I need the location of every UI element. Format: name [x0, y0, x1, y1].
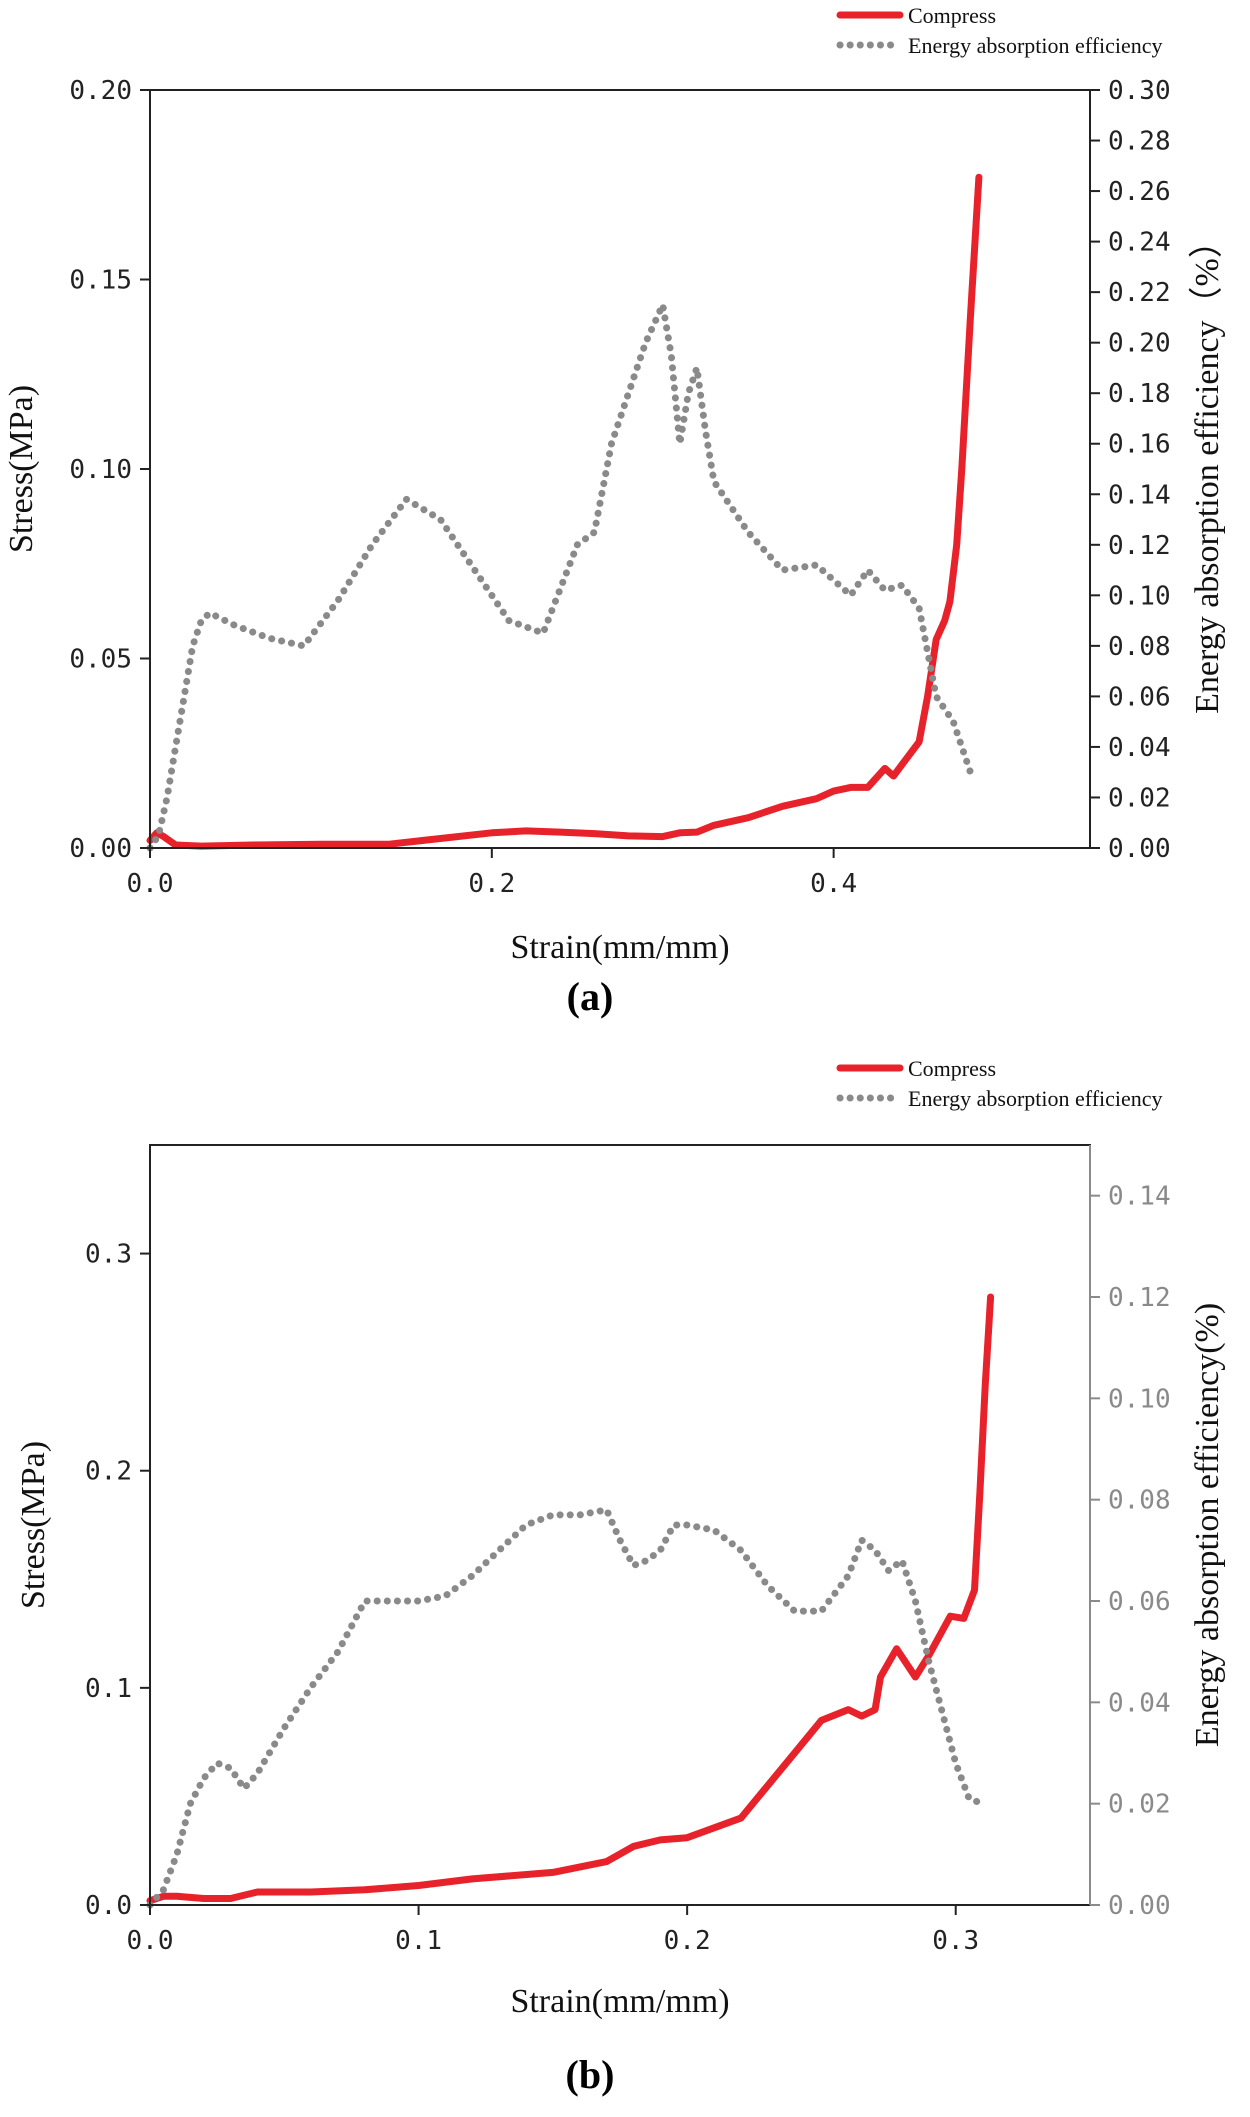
- chart-panel-a: 0.0 0.2 0.4 0.00 0.05 0.10 0.15 0.20 0.00 0.02 0.0…: [3, 3, 1226, 1019]
- chart-b-x-tick-label: 0.0: [127, 1926, 174, 1956]
- chart-b-x-tick-label: 0.1: [395, 1926, 442, 1956]
- chart-a-x-tick-label: 0.2: [468, 869, 515, 899]
- chart-a-y-tick-label: 0.00: [69, 834, 132, 864]
- chart-a-y-tick-label: 0.10: [69, 455, 132, 485]
- chart-b-series-compress-line: [146, 1293, 995, 1905]
- chart-a-y2-tick-label: 0.04: [1108, 733, 1171, 763]
- chart-a-x-tick-label: 0.0: [127, 869, 174, 899]
- chart-b-y-tick-label: 0.1: [85, 1674, 132, 1704]
- chart-panel-b: 0.0 0.1 0.2 0.3 0.0 0.1 0.2 0.3 0.00 0.02 0.04 0.06…: [15, 1056, 1226, 2097]
- chart-b-y-tick-label: 0.3: [85, 1240, 132, 1270]
- chart-a-y2-tick-label: 0.02: [1108, 783, 1171, 813]
- chart-b-y2-tick-label: 0.04: [1108, 1688, 1171, 1718]
- chart-b-series-layer: [146, 1293, 995, 1909]
- chart-a-y2-tick-label: 0.16: [1108, 430, 1171, 460]
- chart-b-y2-tick-label: 0.10: [1108, 1384, 1171, 1414]
- chart-a-y2-tick-label: 0.12: [1108, 531, 1171, 561]
- chart-a-series-energy-efficiency-line: [146, 301, 974, 852]
- chart-a-y2-tick-label: 0.06: [1108, 682, 1171, 712]
- chart-b-panel-label: (b): [566, 2052, 615, 2097]
- chart-b-y2-tick-label: 0.02: [1108, 1790, 1171, 1820]
- chart-a-y2-tick-label: 0.30: [1108, 76, 1171, 106]
- chart-b-x-tick-label: 0.3: [932, 1926, 979, 1956]
- chart-a-y2-axis-label: Energy absorption efficiency（%）: [1188, 224, 1226, 714]
- chart-b-ticks-layer: 0.0 0.1 0.2 0.3 0.0 0.1 0.2 0.3 0.00 0.02 0.04 0.06…: [85, 1145, 1171, 1956]
- chart-a-y2-tick-label: 0.10: [1108, 581, 1171, 611]
- chart-a-y2-tick-label: 0.00: [1108, 834, 1171, 864]
- chart-a-plot-frame: [149, 89, 1091, 849]
- chart-a-x-axis-label: Strain(mm/mm): [510, 929, 729, 966]
- chart-b-y2-tick-label: 0.00: [1108, 1891, 1171, 1921]
- chart-a-legend-label-energy: Energy absorption efficiency: [908, 33, 1163, 58]
- chart-b-legend: Compress Energy absorption efficiency: [836, 1056, 1163, 1111]
- chart-a-legend-label-compress: Compress: [908, 3, 996, 28]
- chart-a-series-compress-line: [146, 173, 983, 850]
- chart-b-series-energy-efficiency-line: [146, 1506, 987, 1909]
- chart-b-y-axis-label: Stress(MPa): [15, 1441, 52, 1609]
- chart-b-y2-tick-label: 0.08: [1108, 1486, 1171, 1516]
- chart-b-y2-tick-label: 0.06: [1108, 1587, 1171, 1617]
- chart-a-y2-tick-label: 0.22: [1108, 278, 1171, 308]
- chart-a-y2-tick-label: 0.24: [1108, 228, 1171, 258]
- chart-a-y-tick-label: 0.15: [69, 266, 132, 296]
- chart-b-y-tick-label: 0.0: [85, 1891, 132, 1921]
- chart-b-legend-label-compress: Compress: [908, 1056, 996, 1081]
- chart-b-y2-tick-label: 0.12: [1108, 1283, 1171, 1313]
- chart-a-y-tick-label: 0.20: [69, 76, 132, 106]
- chart-a-y2-tick-label: 0.28: [1108, 127, 1171, 157]
- chart-b-legend-label-energy: Energy absorption efficiency: [908, 1086, 1163, 1111]
- chart-b-x-axis-label: Strain(mm/mm): [510, 1983, 729, 2020]
- chart-a-y2-tick-label: 0.08: [1108, 632, 1171, 662]
- chart-a-x-tick-label: 0.4: [810, 869, 857, 899]
- chart-a-y2-tick-label: 0.26: [1108, 177, 1171, 207]
- chart-a-ticks-layer: 0.0 0.2 0.4 0.00 0.05 0.10 0.15 0.20 0.00 0.02 0.0…: [69, 76, 1170, 899]
- chart-b-y-tick-label: 0.2: [85, 1457, 132, 1487]
- chart-a-panel-label: (a): [567, 974, 614, 1019]
- chart-b-x-tick-label: 0.2: [664, 1926, 711, 1956]
- chart-b-plot-frame: [149, 1144, 1091, 1906]
- chart-a-legend: Compress Energy absorption efficiency: [836, 3, 1163, 58]
- chart-a-y2-tick-label: 0.20: [1108, 329, 1171, 359]
- chart-a-y2-tick-label: 0.14: [1108, 480, 1171, 510]
- chart-a-y-tick-label: 0.05: [69, 645, 132, 675]
- chart-b-y2-tick-label: 0.14: [1108, 1182, 1171, 1212]
- chart-a-y-axis-label: Stress(MPa): [3, 385, 40, 553]
- chart-b-y2-axis-label: Energy absorption efficiency(%): [1189, 1303, 1226, 1747]
- chart-a-y2-tick-label: 0.18: [1108, 379, 1171, 409]
- chart-a-series-layer: [146, 173, 983, 852]
